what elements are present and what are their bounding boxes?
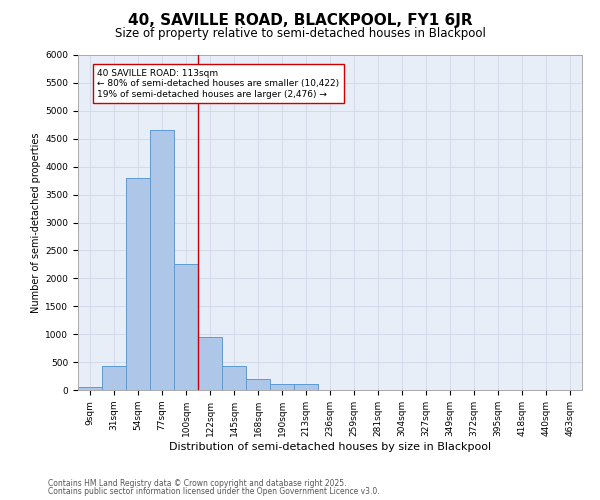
Text: Size of property relative to semi-detached houses in Blackpool: Size of property relative to semi-detach…: [115, 28, 485, 40]
Text: 40, SAVILLE ROAD, BLACKPOOL, FY1 6JR: 40, SAVILLE ROAD, BLACKPOOL, FY1 6JR: [128, 12, 472, 28]
Bar: [198, 337, 222, 390]
Text: Contains HM Land Registry data © Crown copyright and database right 2025.: Contains HM Land Registry data © Crown c…: [48, 478, 347, 488]
Text: Contains public sector information licensed under the Open Government Licence v3: Contains public sector information licen…: [48, 487, 380, 496]
Bar: [126, 178, 150, 390]
Bar: [174, 264, 198, 390]
Bar: [246, 379, 270, 390]
X-axis label: Distribution of semi-detached houses by size in Blackpool: Distribution of semi-detached houses by …: [169, 442, 491, 452]
Bar: [294, 384, 318, 390]
Text: 40 SAVILLE ROAD: 113sqm
← 80% of semi-detached houses are smaller (10,422)
19% o: 40 SAVILLE ROAD: 113sqm ← 80% of semi-de…: [97, 69, 340, 99]
Bar: [150, 130, 174, 390]
Bar: [78, 387, 102, 390]
Bar: [222, 366, 246, 390]
Bar: [270, 384, 294, 390]
Bar: [102, 366, 126, 390]
Y-axis label: Number of semi-detached properties: Number of semi-detached properties: [31, 132, 41, 313]
